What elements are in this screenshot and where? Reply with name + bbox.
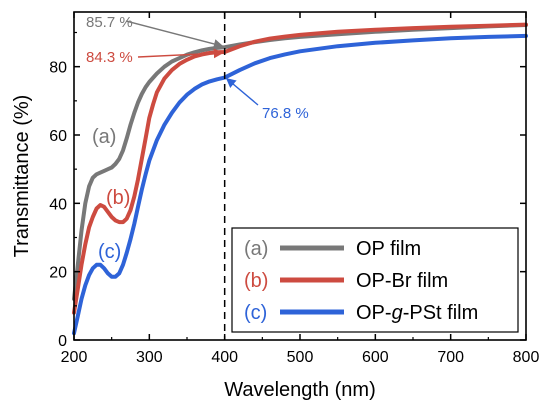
- annotation-a-arrow: [125, 20, 224, 49]
- x-tick-label: 500: [287, 349, 314, 366]
- series-line-c: [72, 33, 528, 336]
- legend-tag-b: (b): [244, 270, 268, 292]
- x-tick-label: 700: [437, 349, 464, 366]
- annotation-b-arrow: [137, 48, 224, 59]
- legend-box: [231, 227, 519, 333]
- x-tick-label: 400: [211, 349, 238, 366]
- legend-tag-c: (c): [244, 302, 267, 324]
- y-tick-label: 80: [49, 60, 67, 77]
- y-tick-label: 40: [49, 196, 67, 213]
- tick-layer: 200 300 400 500 600 700 800 0 20 40 60 80: [49, 12, 539, 366]
- curve-label-a: (a): [92, 126, 116, 148]
- x-tick-label: 800: [513, 349, 540, 366]
- series-layer: [72, 22, 528, 336]
- legend-label-c: OP-g-PSt film: [356, 302, 478, 324]
- y-tick-label: 60: [49, 128, 67, 145]
- y-axis-label: Transmittance (%): [11, 95, 33, 258]
- y-tick-label: 0: [58, 333, 67, 350]
- curve-label-c: (c): [98, 241, 121, 263]
- x-tick-label: 600: [362, 349, 389, 366]
- annotation-a: 85.7 %: [86, 14, 133, 31]
- annotation-c: 76.8 %: [262, 105, 309, 122]
- annotation-c-arrow: [225, 77, 259, 106]
- x-tick-label: 200: [61, 349, 88, 366]
- legend: (a) OP film (b) OP-Br film (c) OP-g-PSt film: [231, 227, 519, 333]
- x-tick-label: 300: [136, 349, 163, 366]
- curve-label-b: (b): [106, 187, 130, 209]
- annotation-b: 84.3 %: [86, 49, 133, 66]
- legend-label-a: OP film: [356, 238, 421, 260]
- x-axis-label: Wavelength (nm): [224, 379, 376, 401]
- y-tick-label: 20: [49, 265, 67, 282]
- series-line-b: [72, 22, 528, 315]
- legend-label-b: OP-Br film: [356, 270, 448, 292]
- legend-tag-a: (a): [244, 238, 268, 260]
